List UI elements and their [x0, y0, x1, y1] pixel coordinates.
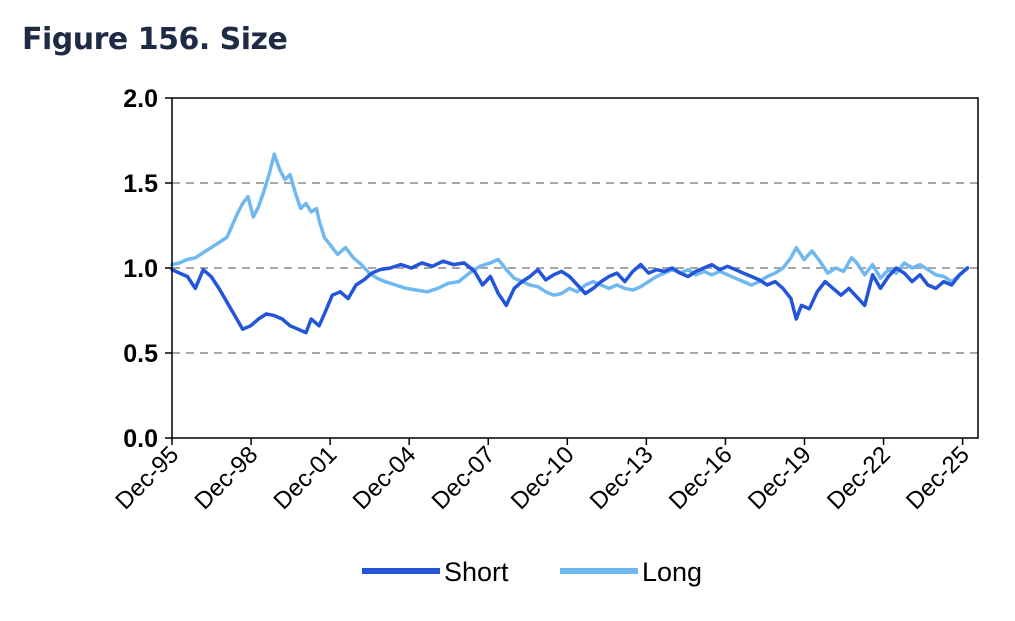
- y-tick-label: 1.0: [123, 255, 158, 283]
- x-tick-label: Dec-10: [506, 441, 580, 515]
- legend-label-long: Long: [642, 557, 702, 587]
- x-tick-label: Dec-22: [822, 441, 896, 515]
- x-tick-label: Dec-16: [664, 441, 738, 515]
- series-line-short: [170, 259, 970, 335]
- x-tick-label: Dec-98: [189, 441, 263, 515]
- series-line-long: [170, 152, 970, 297]
- x-tick-label: Dec-25: [901, 441, 975, 515]
- chart-title: Figure 156. Size: [22, 22, 288, 57]
- x-tick-label: Dec-19: [743, 441, 817, 515]
- x-axis-ticks: Dec-95 Dec-98 Dec-01 Dec-04 Dec-07 Dec-10 Dec-…: [110, 438, 975, 515]
- legend: Short Long: [362, 557, 702, 587]
- x-tick-label: Dec-04: [348, 441, 422, 515]
- x-tick-label: Dec-13: [585, 441, 659, 515]
- x-tick-label: Dec-01: [269, 441, 343, 515]
- plot-frame: [171, 97, 979, 439]
- y-axis-ticks: 0.0 0.5 1.0 1.5 2.0: [123, 85, 172, 453]
- y-tick-label: 1.5: [123, 170, 158, 198]
- y-tick-label: 2.0: [123, 85, 158, 113]
- series-layer: [170, 152, 970, 335]
- x-tick-label: Dec-07: [427, 441, 501, 515]
- y-tick-label: 0.0: [123, 425, 158, 453]
- legend-label-short: Short: [444, 557, 509, 587]
- y-tick-label: 0.5: [123, 340, 158, 368]
